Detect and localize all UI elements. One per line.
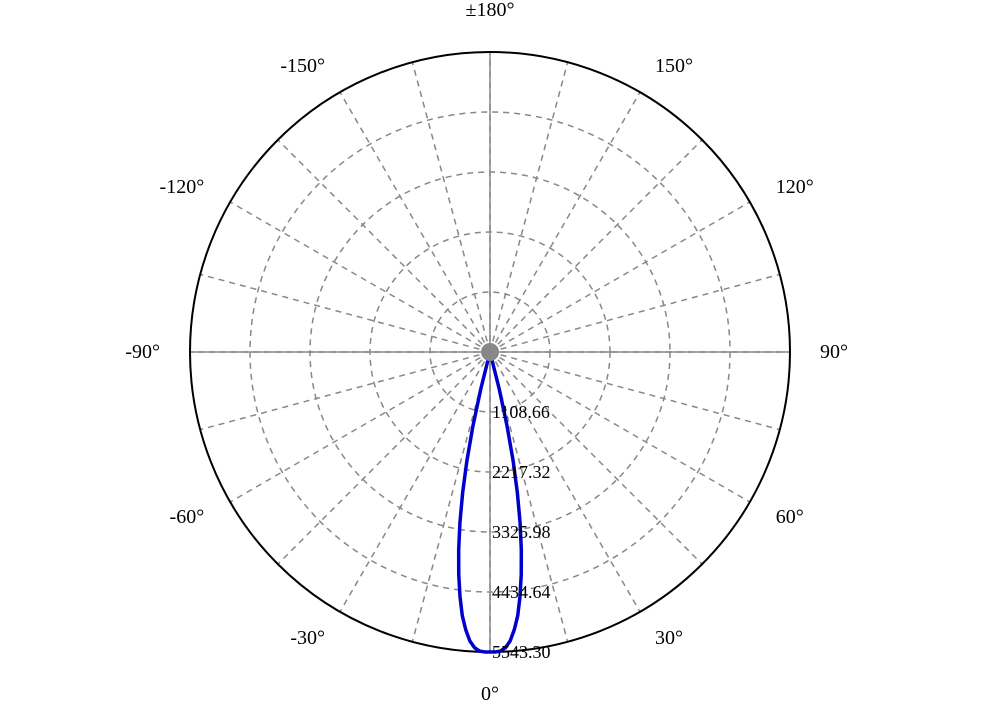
radial-label: 3325.98 [492,522,551,542]
angle-label: 150° [655,55,693,77]
radial-label: 1108.66 [492,402,550,422]
radial-label: 2217.32 [492,462,551,482]
angle-label: -90° [125,341,160,363]
angle-label: -120° [160,176,205,198]
angle-label: 0° [481,683,499,705]
radial-label: 4434.64 [492,582,551,602]
angle-label: 30° [655,627,683,649]
angle-label: 120° [776,176,814,198]
angle-label: 90° [820,341,848,363]
angle-label: ±180° [466,0,515,21]
radial-label: 5543.30 [492,642,551,662]
angle-label: 60° [776,506,804,528]
polar-chart: 1108.66 2217.32 3325.98 4434.64 5543.30 0° 30°… [0,0,1004,705]
angle-label: -60° [170,506,205,528]
angle-label: -30° [290,627,325,649]
angle-label: -150° [280,55,325,77]
center-marker [481,343,499,361]
